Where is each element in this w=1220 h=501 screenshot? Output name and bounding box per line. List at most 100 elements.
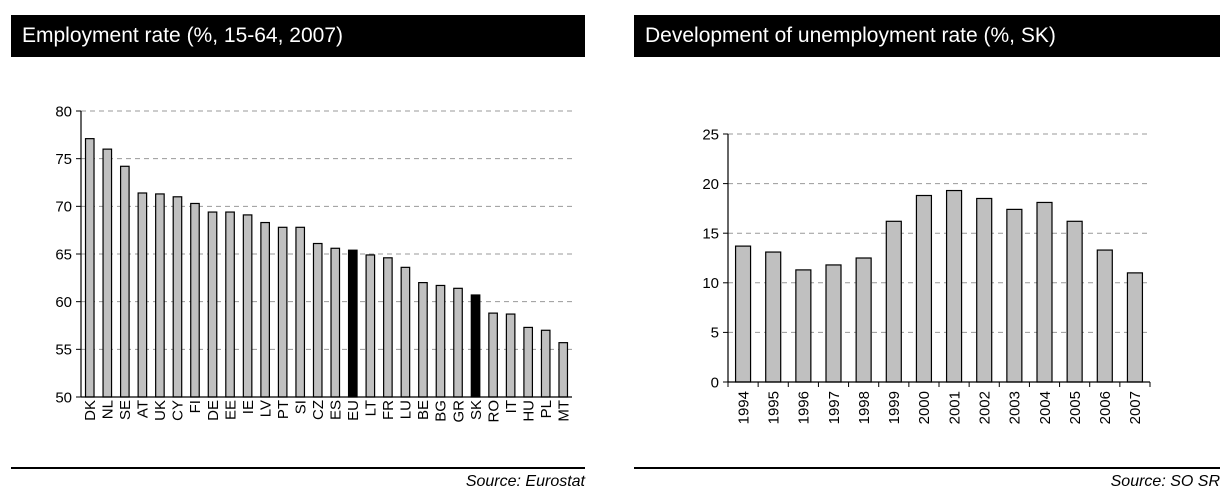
x-tick-label: 1995 [765, 391, 782, 424]
y-tick-label: 60 [55, 294, 72, 311]
x-tick-label: 1998 [856, 391, 873, 424]
bar-1996 [795, 269, 812, 383]
bar-MT [558, 342, 569, 398]
x-tick-label: AT [135, 400, 152, 418]
x-tick-label: 2004 [1037, 391, 1054, 424]
bar-BE [418, 282, 428, 398]
bar-2003 [1006, 208, 1023, 383]
x-tick-label: IE [240, 400, 257, 414]
x-tick-label: BG [433, 400, 450, 422]
x-tick-label: GR [450, 400, 467, 423]
x-tick-label: 1994 [735, 391, 752, 424]
y-tick-label: 10 [702, 275, 719, 292]
x-tick-label: SK [468, 400, 485, 420]
bar-CZ [312, 242, 323, 398]
footer-rule [11, 467, 585, 469]
bar-ES [330, 247, 341, 398]
employment-rate-chart: 50 55 60 65 70 75 80 DK NL SE AT UK CY FI DE EE IE LV PT SI… [55, 103, 572, 423]
x-tick-label: 2000 [916, 391, 933, 424]
x-tick-label: 1997 [826, 391, 843, 424]
bar-EU [347, 249, 358, 398]
x-tick-label: PL [538, 400, 555, 418]
bar-IE [242, 214, 253, 398]
bar-1995 [765, 251, 782, 383]
bar-DK [84, 138, 95, 398]
bar-IT [505, 313, 516, 398]
bar-2001 [945, 189, 963, 383]
bar-SE [119, 165, 130, 398]
x-tick-label: LV [257, 400, 274, 417]
x-tick-label: 1996 [796, 391, 813, 424]
x-tick-label: RO [485, 400, 502, 423]
bar-1997 [825, 264, 842, 383]
y-tick-label: 75 [55, 151, 72, 168]
source-note: Source: Eurostat [465, 473, 585, 490]
x-tick-label: FR [380, 400, 397, 420]
bar-RO [488, 312, 498, 398]
x-tick-label: FI [187, 400, 204, 413]
x-tick-label: HU [520, 400, 537, 422]
source-note: Source: SO SR [1110, 473, 1220, 490]
bar-BG [435, 284, 446, 398]
bar-LT [365, 254, 376, 398]
y-tick-label: 20 [702, 176, 719, 193]
x-tick-label: 2001 [946, 391, 963, 424]
x-tick-label: DE [205, 400, 222, 421]
bar-PT [277, 226, 288, 398]
unemployment-rate-panel: Development of unemployment rate (%, SK)… [634, 0, 1220, 501]
bar-LV [260, 221, 270, 398]
x-tick-label: LT [363, 400, 380, 416]
x-tick-label: IT [503, 400, 520, 413]
bar-AT [137, 192, 148, 398]
x-tick-label: 2002 [976, 391, 993, 424]
y-tick-label: 15 [702, 225, 719, 242]
bar-2000 [915, 194, 933, 383]
bar-1994 [734, 245, 752, 383]
bar-FR [383, 257, 393, 398]
y-tick-label: 0 [711, 374, 719, 391]
bar-NL [102, 148, 113, 398]
x-tick-label: 1999 [886, 391, 903, 424]
bar-1998 [855, 257, 872, 383]
x-tick-label: 2006 [1097, 391, 1114, 424]
bar-2005 [1066, 220, 1083, 383]
bar-LU [400, 266, 411, 398]
bar-SI [295, 226, 306, 398]
x-tick-label: NL [100, 400, 117, 419]
bar-FI [190, 202, 200, 398]
bar-GR [453, 287, 463, 398]
x-tick-label: UK [152, 400, 169, 421]
unemployment-rate-chart: 0 5 10 15 20 25 1994 1995 1996 1997 1998 1999 2000 20… [702, 126, 1151, 424]
y-tick-label: 5 [711, 325, 719, 342]
x-tick-label: 2003 [1007, 391, 1024, 424]
employment-chart-title: Employment rate (%, 15-64, 2007) [11, 15, 585, 57]
x-tick-label: CY [170, 400, 187, 421]
x-tick-label: SI [292, 400, 309, 414]
x-tick-label: ES [328, 400, 345, 420]
bar-PL [540, 329, 551, 398]
bar-2007 [1126, 272, 1144, 383]
x-tick-label: EE [222, 400, 239, 420]
y-tick-label: 55 [55, 342, 72, 359]
bar-SK [470, 294, 481, 398]
bar-2004 [1036, 201, 1053, 383]
bar-UK [155, 193, 165, 398]
x-tick-label: SE [117, 400, 134, 420]
x-tick-label: CZ [310, 400, 327, 420]
unemployment-chart-title: Development of unemployment rate (%, SK) [634, 15, 1220, 57]
bar-DE [207, 211, 218, 398]
bar-2006 [1096, 249, 1113, 383]
x-tick-label: MT [555, 400, 572, 422]
bar-CY [172, 196, 183, 398]
bar-2002 [976, 197, 993, 383]
y-tick-label: 50 [55, 389, 72, 406]
bar-1999 [885, 220, 902, 383]
employment-rate-panel: Employment rate (%, 15-64, 2007) 50 55 60 6… [0, 0, 585, 501]
y-tick-label: 80 [55, 103, 72, 120]
x-tick-label: PT [275, 400, 292, 419]
footer-rule [634, 467, 1220, 469]
x-tick-label: EU [345, 400, 362, 421]
bar-EE [225, 211, 235, 398]
x-tick-label: LU [398, 400, 415, 419]
x-tick-label: 2005 [1067, 391, 1084, 424]
